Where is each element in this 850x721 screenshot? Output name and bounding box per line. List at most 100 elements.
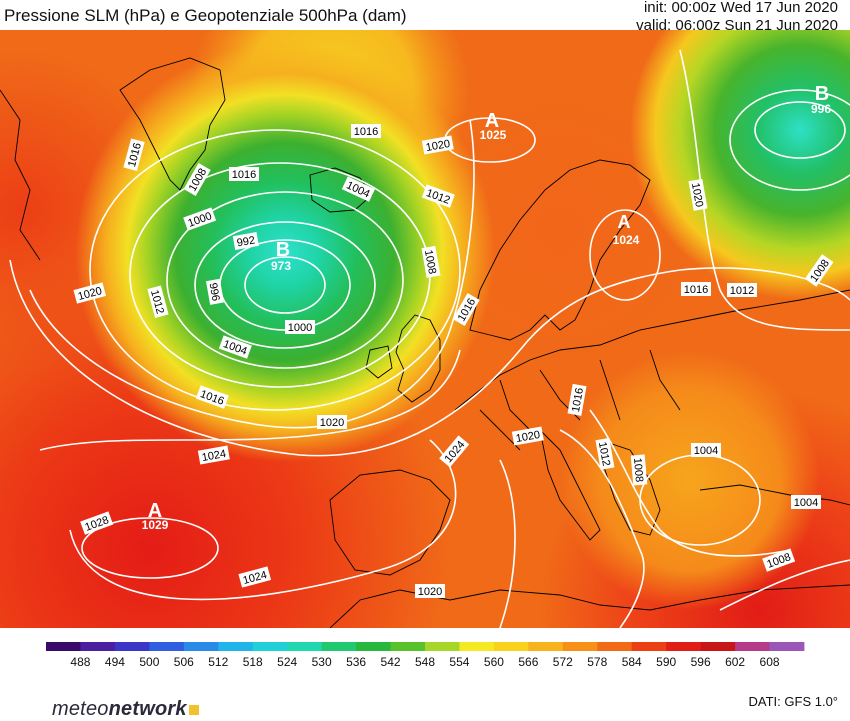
svg-text:1020: 1020 bbox=[425, 138, 451, 154]
colorbar-tick-label: 584 bbox=[622, 655, 642, 669]
meteonetwork-logo: meteonetwork bbox=[52, 698, 199, 721]
isobar-label: 1004 bbox=[691, 443, 721, 457]
svg-text:1012: 1012 bbox=[730, 285, 754, 297]
colorbar-tick-label: 608 bbox=[760, 655, 780, 669]
colorbar-swatch bbox=[493, 642, 529, 651]
colorbar-tick-label: 572 bbox=[553, 655, 573, 669]
colorbar-swatch bbox=[80, 642, 116, 651]
coastlines bbox=[0, 57, 850, 628]
isobar-label: 1020 bbox=[317, 415, 347, 429]
colorbar-swatch bbox=[183, 642, 219, 651]
isobar-label: 1020 bbox=[688, 178, 708, 211]
colorbar-tick-label: 590 bbox=[656, 655, 676, 669]
colorbar-tick-label: 560 bbox=[484, 655, 504, 669]
logo-square-icon bbox=[188, 705, 199, 715]
colorbar-tick-label: 536 bbox=[346, 655, 366, 669]
isobar-label: 1004 bbox=[791, 495, 821, 509]
svg-text:1020: 1020 bbox=[515, 429, 541, 445]
colorbar-tick-label: 500 bbox=[139, 655, 159, 669]
svg-text:1012: 1012 bbox=[596, 441, 612, 467]
colorbar-swatch bbox=[597, 642, 633, 651]
colorbar-swatch bbox=[46, 642, 81, 651]
svg-text:A: A bbox=[485, 110, 499, 132]
svg-text:1016: 1016 bbox=[684, 284, 708, 296]
colorbar-swatch bbox=[252, 642, 288, 651]
isobar-label: 992 bbox=[232, 232, 259, 250]
map-title: Pressione SLM (hPa) e Geopotenziale 500h… bbox=[4, 6, 407, 25]
isobar-label: 1020 bbox=[415, 584, 445, 598]
colorbar-swatch bbox=[562, 642, 598, 651]
pressure-centers: B 973 A 1025 A 1029 B 996 A 1024 bbox=[142, 83, 832, 532]
svg-text:1000: 1000 bbox=[288, 322, 312, 334]
colorbar-tick-label: 578 bbox=[587, 655, 607, 669]
colorbar-tick-label: 566 bbox=[518, 655, 538, 669]
isobar-label: 1016 bbox=[567, 383, 587, 416]
svg-text:B: B bbox=[815, 83, 829, 105]
colorbar-tick-label: 602 bbox=[725, 655, 745, 669]
weather-map: 1016 1008 1016 1000 992 996 bbox=[0, 30, 850, 628]
svg-text:1024: 1024 bbox=[201, 448, 227, 464]
valid-time: valid: 06:00z Sun 21 Jun 2020 bbox=[636, 17, 838, 34]
high-center-finland: A 1024 bbox=[613, 212, 640, 247]
colorbar-tick-label: 512 bbox=[208, 655, 228, 669]
svg-text:1016: 1016 bbox=[570, 387, 586, 413]
colorbar-swatch bbox=[459, 642, 495, 651]
svg-text:A: A bbox=[148, 500, 162, 522]
colorbar-tick-label: 596 bbox=[691, 655, 711, 669]
svg-text:1016: 1016 bbox=[354, 126, 378, 138]
colorbar-swatch bbox=[631, 642, 667, 651]
isobar-label: 1008 bbox=[630, 454, 648, 486]
isobar-label: 1020 bbox=[511, 426, 544, 446]
colorbar-tick-label: 524 bbox=[277, 655, 297, 669]
colorbar-tick-label: 494 bbox=[105, 655, 125, 669]
svg-text:A: A bbox=[618, 212, 631, 232]
svg-text:996: 996 bbox=[811, 102, 831, 116]
low-center-iceland: B 973 bbox=[271, 239, 291, 273]
svg-text:1024: 1024 bbox=[613, 233, 640, 247]
colorbar-swatch bbox=[149, 642, 185, 651]
colorbar-tick-label: 554 bbox=[449, 655, 469, 669]
svg-text:1029: 1029 bbox=[142, 518, 169, 532]
logo-text-prefix: meteo bbox=[52, 698, 109, 720]
colorbar-swatch bbox=[425, 642, 460, 651]
colorbar-swatch bbox=[218, 642, 254, 651]
colorbar-swatch bbox=[114, 642, 150, 651]
svg-text:973: 973 bbox=[271, 259, 291, 273]
init-time: init: 00:00z Wed 17 Jun 2020 bbox=[643, 0, 838, 16]
colorbar-swatch bbox=[666, 642, 702, 651]
svg-text:1020: 1020 bbox=[320, 417, 344, 429]
colorbar: 488 494 500 506 512 518 524 530 536 542 548 554 560 5… bbox=[0, 640, 850, 676]
svg-text:992: 992 bbox=[236, 234, 256, 249]
colorbar-swatches bbox=[46, 642, 805, 651]
isobar-label: 1020 bbox=[421, 135, 454, 155]
svg-text:1008: 1008 bbox=[422, 249, 438, 275]
high-center-azores: A 1029 bbox=[142, 500, 169, 532]
isobar-label: 1012 bbox=[727, 283, 757, 297]
isobar-label: 1016 bbox=[681, 282, 711, 296]
data-source: DATI: GFS 1.0° bbox=[748, 694, 838, 709]
colorbar-ticks: 488 494 500 506 512 518 524 530 536 542 548 554 560 5… bbox=[70, 655, 779, 669]
field-iceland-low bbox=[0, 30, 850, 628]
svg-text:B: B bbox=[276, 239, 290, 261]
svg-text:1020: 1020 bbox=[418, 586, 442, 598]
svg-text:1025: 1025 bbox=[480, 128, 507, 142]
colorbar-tick-label: 506 bbox=[174, 655, 194, 669]
isobar-label: 1008 bbox=[421, 245, 441, 278]
svg-text:1020: 1020 bbox=[689, 182, 705, 208]
colorbar-tick-label: 542 bbox=[381, 655, 401, 669]
low-center-northeast: B 996 bbox=[811, 83, 831, 116]
isobar-label: 1012 bbox=[595, 437, 615, 470]
isobar-label: 1000 bbox=[285, 320, 315, 334]
colorbar-swatch bbox=[769, 642, 805, 651]
svg-text:1004: 1004 bbox=[694, 445, 718, 457]
colorbar-tick-label: 530 bbox=[312, 655, 332, 669]
colorbar-tick-label: 548 bbox=[415, 655, 435, 669]
colorbar-swatch bbox=[700, 642, 736, 651]
isobar-label: 996 bbox=[206, 278, 224, 305]
svg-text:1004: 1004 bbox=[794, 497, 818, 509]
colorbar-tick-label: 518 bbox=[243, 655, 263, 669]
colorbar-swatch bbox=[287, 642, 323, 651]
logo-text-bold: network bbox=[108, 698, 187, 720]
colorbar-swatch bbox=[390, 642, 426, 651]
svg-text:1016: 1016 bbox=[232, 169, 256, 181]
